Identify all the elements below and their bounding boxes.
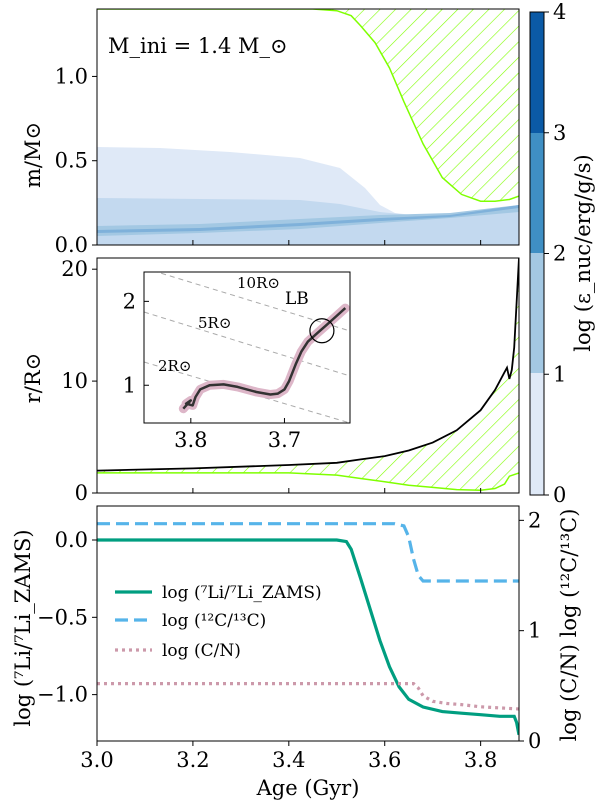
radius-envelope-base (97, 472, 519, 491)
colorbar-tick-label: 1 (553, 362, 566, 386)
panel-abundance: 3.0 3.2 3.4 3.6 3.8 0.0 −0.5 −1.0 0 1 2 log (⁷Li/⁷… (11, 505, 581, 800)
lb-marker (309, 318, 335, 344)
panel-abundance-xtick-label: 3.0 (80, 748, 113, 772)
colorbar: 0 1 2 3 4 log (ε_nuc/erg/g/s) (529, 0, 595, 507)
panel-radius: 0 10 20 r/R⊙ 2R⊙ 5R⊙ 10R⊙ LB 3.8 3.7 1 2 (21, 257, 520, 505)
iso-radius-label-5: 5R⊙ (198, 314, 231, 332)
panel-mass-ytick-label: 0.0 (55, 233, 88, 257)
hr-track (182, 307, 347, 410)
panel-mass-ytick-label: 1.0 (55, 64, 88, 88)
legend-label-c12c13: log (¹²C/¹³C) (162, 611, 266, 631)
colorbar-band-0-1 (530, 373, 544, 495)
mass-annotation: M_ini = 1.4 M_⊙ (108, 34, 288, 58)
panel-radius-frame (96, 257, 520, 494)
panel-abundance-ytick-right-label: 2 (528, 508, 541, 532)
iso-radius-label-10: 10R⊙ (237, 274, 280, 292)
convective-envelope-boundary (97, 9, 519, 202)
panel-mass-ytick-label: 0.5 (55, 149, 88, 173)
series-li (97, 538, 519, 736)
lb-label: LB (285, 289, 309, 309)
inset-ytick-label: 1 (123, 373, 136, 397)
panel-abundance-ylabel-right: log (C/N) log (¹²C/¹³C) (557, 509, 581, 742)
inset-ytick-label: 2 (123, 289, 136, 313)
panel-abundance-ytick-right-label: 1 (528, 619, 541, 643)
panel-abundance-frame (96, 505, 520, 742)
series-cn (97, 682, 519, 711)
inset-xtick-label: 3.7 (268, 428, 301, 452)
panel-radius-ytick-label: 10 (61, 369, 88, 393)
panel-abundance-xtick-label: 3.4 (272, 748, 305, 772)
panel-abundance-xtick-label: 3.2 (176, 748, 209, 772)
legend-label-cn: log (C/N) (162, 641, 241, 661)
colorbar-band-3-4 (530, 12, 544, 133)
convective-envelope-hatch (97, 9, 519, 202)
inset-xtick-label: 3.8 (174, 428, 207, 452)
panel-abundance-xtick-label: 3.6 (368, 748, 401, 772)
radius-curve (97, 258, 519, 472)
legend: log (⁷Li/⁷Li_ZAMS) log (¹²C/¹³C) log (C/… (115, 583, 322, 661)
panel-abundance-xlabel: Age (Gyr) (256, 776, 360, 800)
colorbar-tick-label: 4 (553, 0, 566, 24)
legend-label-li: log (⁷Li/⁷Li_ZAMS) (162, 583, 322, 603)
panel-abundance-ytick-right-label: 0 (528, 729, 541, 753)
panel-abundance-xtick-label: 3.8 (464, 748, 497, 772)
panel-radius-ytick-label: 0 (75, 481, 88, 505)
panel-mass: 0.0 0.5 1.0 m/M⊙ M_ini = 1.4 M_⊙ (21, 8, 520, 257)
hr-inset: 2R⊙ 5R⊙ 10R⊙ LB 3.8 3.7 1 2 (123, 271, 351, 452)
panel-abundance-ytick-left-label: −1.0 (37, 683, 88, 707)
panel-radius-ytick-label: 20 (61, 257, 88, 281)
panel-abundance-ytick-left-label: 0.0 (55, 528, 88, 552)
hr-inset-frame (143, 271, 351, 424)
panel-mass-ylabel: m/M⊙ (21, 122, 45, 188)
colorbar-band-1-2 (530, 253, 544, 373)
colorbar-tick-label: 0 (553, 483, 566, 507)
colorbar-band-2-3 (530, 133, 544, 253)
iso-radius-label-2: 2R⊙ (158, 357, 191, 375)
colorbar-label: log (ε_nuc/erg/g/s) (571, 154, 595, 351)
panel-mass-frame (96, 8, 520, 246)
colorbar-tick-label: 2 (553, 242, 566, 266)
series-c12c13 (97, 522, 519, 583)
panel-abundance-ytick-left-label: −0.5 (37, 605, 88, 629)
colorbar-tick-label: 3 (553, 121, 566, 145)
radius-envelope-hatch (97, 258, 519, 491)
panel-abundance-ylabel-left: log (⁷Li/⁷Li_ZAMS) (11, 529, 35, 726)
panel-radius-ylabel: r/R⊙ (21, 353, 45, 404)
convective-band-3 (97, 205, 519, 233)
